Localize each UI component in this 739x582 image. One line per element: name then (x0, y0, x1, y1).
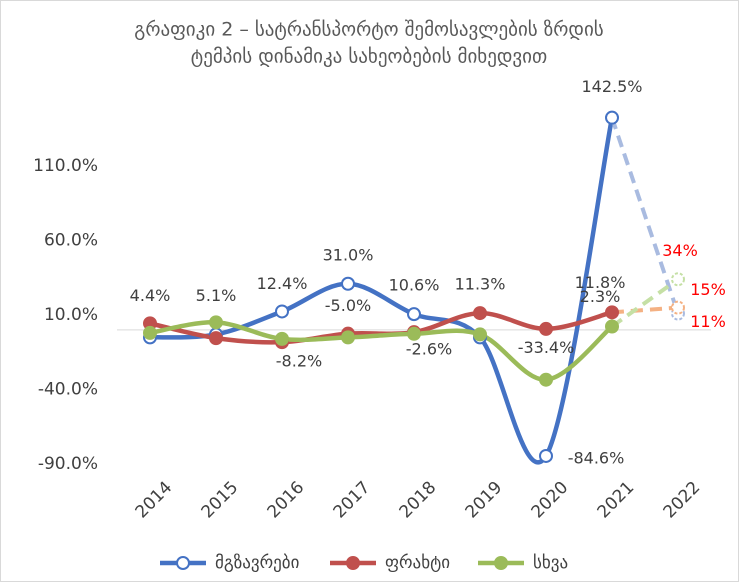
chart-title: გრაფიკი 2 – სატრანსპორტო შემოსავლების ზრ… (134, 19, 603, 41)
marker (341, 276, 355, 291)
marker (605, 110, 619, 125)
marker (407, 326, 421, 341)
data-label: -33.4% (518, 338, 575, 357)
marker (539, 321, 553, 336)
marker (407, 307, 421, 322)
marker (671, 272, 685, 287)
y-tick-label: 10.0% (44, 305, 98, 325)
y-tick-label: 110.0% (33, 156, 98, 176)
data-label: 15% (690, 280, 726, 299)
y-tick-label: 60.0% (44, 231, 98, 251)
data-label: -84.6% (568, 448, 625, 467)
legend-marker (494, 556, 508, 570)
data-label: 11% (690, 312, 726, 331)
marker (539, 372, 553, 387)
data-label: 34% (662, 241, 698, 260)
data-label: -8.2% (276, 352, 322, 371)
legend-marker (176, 556, 190, 570)
marker (671, 300, 685, 315)
marker (341, 330, 355, 345)
forecast-line (610, 117, 680, 315)
chart-title: ტემპის დინამიკა სახეობების მიხედვით (191, 46, 547, 68)
data-label: 10.6% (389, 276, 440, 295)
legend-label: სხვა (533, 553, 568, 573)
y-tick-label: -40.0% (38, 380, 98, 400)
marker (473, 306, 487, 321)
marker (473, 327, 487, 342)
marker (143, 325, 157, 340)
marker (275, 304, 289, 319)
marker (539, 448, 553, 463)
data-label: 5.1% (196, 286, 237, 305)
data-label: 11.3% (455, 275, 506, 294)
data-label: 31.0% (323, 245, 374, 264)
data-label: 12.4% (257, 274, 308, 293)
marker (275, 331, 289, 346)
data-label: -5.0% (325, 296, 371, 315)
legend-label: ფრახტი (385, 553, 450, 573)
data-label: 4.4% (130, 286, 171, 305)
y-tick-label: -90.0% (38, 454, 98, 474)
data-label: -2.6% (406, 339, 452, 358)
data-label: 142.5% (581, 77, 642, 96)
legend-marker (346, 556, 360, 570)
marker (605, 319, 619, 334)
marker (209, 315, 223, 330)
data-label: 2.3% (580, 287, 621, 306)
marker (209, 331, 223, 346)
marker (605, 305, 619, 320)
legend-label: მგზავრები (215, 553, 299, 573)
data-label: 11.8% (575, 273, 626, 292)
